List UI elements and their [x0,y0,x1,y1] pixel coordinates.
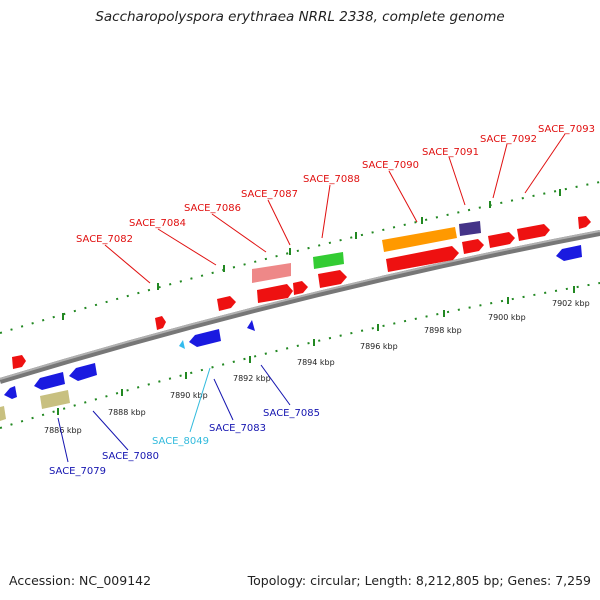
gene-red-1[interactable] [12,355,26,369]
gene-label-SACE_7083[interactable]: SACE_7083 [209,423,266,434]
gene-label-SACE_7082[interactable]: SACE_7082 [76,234,133,245]
gene-red-5[interactable] [293,281,308,295]
gene-label-SACE_7084[interactable]: SACE_7084 [129,218,186,229]
gene-label-SACE_7093[interactable]: SACE_7093 [538,124,595,135]
gene-green[interactable] [313,252,344,269]
scale-label-7902: 7902 kbp [552,299,590,308]
gene-red-3[interactable] [217,296,236,311]
gene-blue-1[interactable] [4,386,17,399]
forward-track-dots [0,181,600,334]
scale-label-7896: 7896 kbp [360,342,398,351]
scale-label-7900: 7900 kbp [488,313,526,322]
gene-orange[interactable] [382,227,457,252]
gene-label-SACE_7091[interactable]: SACE_7091 [422,147,479,158]
gene-label-SACE_7086[interactable]: SACE_7086 [184,203,241,214]
gene-blue-6[interactable] [556,245,582,261]
genome-title: Saccharopolyspora erythraea NRRL 2338, c… [95,9,505,25]
gene-label-SACE_7092[interactable]: SACE_7092 [480,134,537,145]
gene-red-10[interactable] [517,224,550,241]
gene-red-9[interactable] [488,232,515,248]
gene-purple[interactable] [459,221,481,236]
gene-blue-5[interactable] [247,320,255,331]
genome-summary-text: Topology: circular; Length: 8,212,805 bp… [247,573,591,588]
forward-genes [12,216,591,369]
gene-olive-1[interactable] [0,406,6,421]
scale-label-7888: 7888 kbp [108,408,146,417]
accession-text: Accession: NC_009142 [9,573,152,588]
gene-label-SACE_7087[interactable]: SACE_7087 [241,189,298,200]
genome-backbone-highlight [0,230,600,380]
gene-label-SACE_8049[interactable]: SACE_8049 [152,436,209,447]
gene-blue-2[interactable] [34,372,65,390]
gene-red-11[interactable] [578,216,591,229]
gene-cyan[interactable] [179,340,185,349]
scale-label-7894: 7894 kbp [297,358,335,367]
reverse-genes [0,245,582,421]
gene-blue-3[interactable] [69,363,97,381]
scale-label-7898: 7898 kbp [424,326,462,335]
gene-red-4[interactable] [257,284,293,303]
gene-pink[interactable] [252,263,291,283]
gene-red-8[interactable] [462,239,484,254]
scale-label-7890: 7890 kbp [170,391,208,400]
forward-major-ticks [62,189,561,320]
gene-blue-4[interactable] [189,329,221,347]
genome-backbone [0,230,600,384]
gene-label-SACE_7085[interactable]: SACE_7085 [263,408,320,419]
gene-red-6[interactable] [318,270,347,288]
gene-label-SACE_7080[interactable]: SACE_7080 [102,451,159,462]
forward-leader-lines [104,133,566,284]
gene-red-2[interactable] [155,316,166,330]
gene-label-SACE_7088[interactable]: SACE_7088 [303,174,360,185]
scale-label-7886: 7886 kbp [44,426,82,435]
gene-label-SACE_7090[interactable]: SACE_7090 [362,160,419,171]
scale-label-7892: 7892 kbp [233,374,271,383]
gene-red-7[interactable] [386,246,459,272]
reverse-major-ticks [57,286,575,415]
reverse-leader-lines [57,364,291,463]
gene-label-SACE_7079[interactable]: SACE_7079 [49,466,106,477]
gene-olive-2[interactable] [40,390,70,409]
